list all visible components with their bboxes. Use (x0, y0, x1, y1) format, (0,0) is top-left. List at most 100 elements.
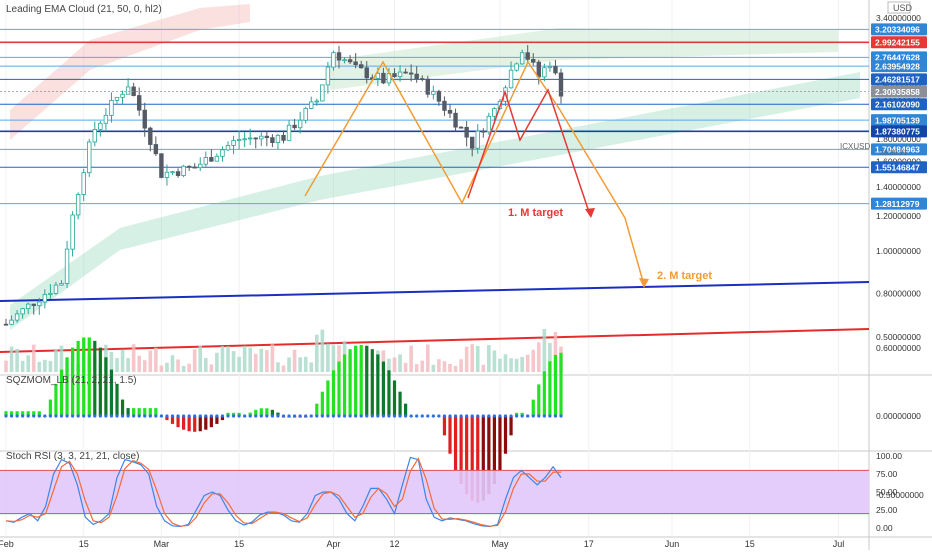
momentum-bar (4, 411, 8, 416)
momentum-bar (542, 371, 546, 416)
candle-body (531, 58, 536, 63)
volume-bar (470, 344, 474, 372)
momentum-bar (254, 409, 258, 416)
momentum-bar (143, 408, 147, 416)
momentum-bar (98, 347, 102, 416)
candle-body (358, 64, 364, 69)
main-panel (0, 0, 869, 374)
time-tick-label: May (491, 539, 509, 549)
price-tick-label: 0.80000000 (876, 288, 921, 298)
squeeze-dot (15, 414, 19, 418)
candle-body (458, 126, 464, 129)
candle-body (253, 137, 258, 140)
volume-bar (198, 345, 203, 372)
squeeze-dot (71, 414, 75, 418)
volume-bar (303, 356, 308, 372)
squeeze-dot (420, 414, 424, 418)
momentum-bar (193, 416, 197, 432)
momentum-bar (209, 416, 213, 428)
squeeze-dot (515, 414, 519, 418)
candle-body (309, 101, 314, 109)
momentum-bar (82, 337, 86, 416)
squeeze-dot (542, 414, 546, 418)
candle-body (336, 52, 342, 61)
price-axis[interactable]: 3.400000002.800000002.400000002.20000000… (0, 1, 927, 533)
candle-body (9, 319, 14, 325)
candle-body (225, 144, 231, 151)
candle-body (292, 124, 297, 129)
candle-body (170, 171, 175, 174)
volume-bar (20, 360, 25, 372)
volume-bar (503, 354, 508, 372)
squeeze-dot (359, 414, 363, 418)
volume-bar (420, 360, 425, 372)
candle-body (136, 95, 142, 111)
candle-body (486, 115, 492, 133)
candle-body (153, 144, 159, 155)
price-tick-label: 1.00000000 (876, 246, 921, 256)
momentum-bar (137, 408, 141, 416)
volume-bar (553, 331, 558, 372)
level-badge-label: 2.99242155 (875, 37, 920, 47)
level-badge (871, 114, 927, 127)
candle-body (403, 71, 408, 74)
volume-bar (4, 360, 8, 372)
level-badge-label: 2.46281517 (875, 75, 920, 85)
momentum-bar (9, 411, 14, 416)
volume-bar (37, 361, 42, 372)
volume-bar (9, 346, 14, 372)
candle-body (475, 130, 480, 149)
level-badge-label: 1.28112979 (875, 199, 920, 209)
candle-body (481, 130, 486, 133)
squeeze-momentum-histogram (4, 337, 563, 503)
candle-body (281, 134, 286, 141)
momentum-bar (37, 411, 41, 416)
volume-bar (525, 354, 530, 372)
squeeze-dot (487, 414, 491, 418)
candle-body (81, 172, 86, 195)
squeeze-dot (254, 414, 258, 418)
squeeze-dot (448, 414, 452, 418)
stoch-rsi-band (0, 470, 869, 514)
squeeze-dot (76, 414, 80, 418)
volume-bar (464, 346, 469, 372)
volume-bar (209, 364, 214, 372)
momentum-bar (259, 408, 263, 416)
candle-body (442, 100, 447, 111)
m-target-1-label: 1. M target (508, 207, 563, 219)
time-tick-label: 12 (389, 539, 399, 549)
time-axis[interactable]: Feb 15 Mar 15 Apr 12 May 17 Jun 15 Jul (0, 539, 844, 549)
m-target-1-arrow (585, 208, 595, 218)
candle-body (3, 323, 9, 326)
momentum-bar (204, 416, 208, 430)
volume-bar (192, 349, 197, 372)
momentum-bar (359, 344, 363, 416)
squeeze-dot (376, 414, 380, 418)
squeeze-dot (370, 414, 374, 418)
candle-body (469, 136, 475, 149)
squeeze-dot (148, 414, 152, 418)
momentum-bar (354, 345, 358, 416)
squeeze-dot (198, 414, 202, 418)
stochrsi-indicator-label: Stoch RSI (3, 3, 21, 21, close) (6, 451, 139, 462)
squeeze-dot (354, 414, 358, 418)
stoch-rsi-lines (0, 456, 869, 528)
squeeze-dot (21, 414, 25, 418)
candle-body (198, 163, 203, 169)
level-badge (871, 143, 927, 156)
candle-body (159, 153, 164, 178)
time-tick-label: Jul (833, 539, 845, 549)
volume-bar (381, 350, 386, 372)
squeeze-dot (259, 414, 263, 418)
squeeze-dot (137, 414, 141, 418)
squeeze-dot (104, 414, 108, 418)
level-badge (871, 73, 927, 86)
momentum-bar (126, 408, 130, 416)
squeeze-dot (109, 414, 114, 418)
volume-bar (137, 355, 141, 372)
rsi-tick-label: 25.00 (876, 505, 898, 515)
squeeze-dot (82, 414, 86, 418)
candle-body (375, 72, 381, 79)
squeeze-dot (231, 414, 236, 418)
green-channel (330, 28, 838, 90)
